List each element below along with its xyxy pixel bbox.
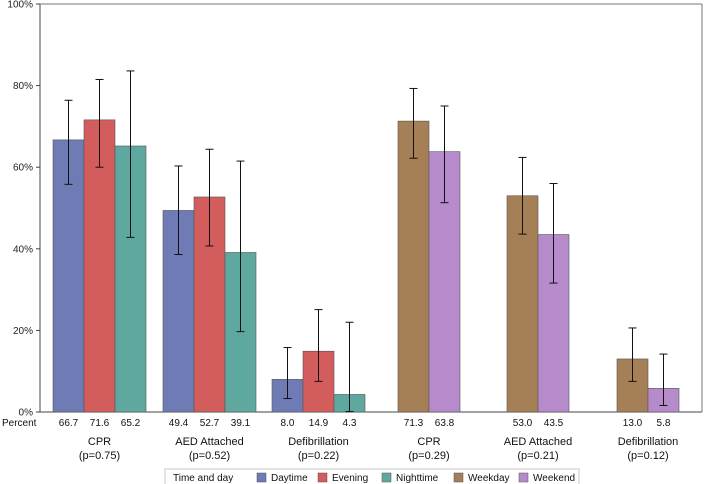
bar-cpr-evening — [83, 119, 116, 413]
value-label-defibrillation-weekday: 13.0 — [623, 418, 643, 429]
category-label: CPR — [417, 436, 440, 448]
y-tick-label: 20% — [13, 326, 33, 337]
category-pvalue: (p=0.75) — [79, 450, 120, 462]
value-label-cpr-weekend: 63.8 — [435, 418, 455, 429]
legend-label-weekend: Weekend — [533, 473, 575, 484]
y-tick-label: 100% — [7, 0, 33, 11]
legend: Time and day Daytime Evening Nighttime Weekd… — [164, 468, 580, 484]
category-label: Defibrillation — [288, 436, 349, 448]
category-label: AED Attached — [175, 436, 244, 448]
value-label-cpr-daytime: 66.7 — [59, 418, 79, 429]
legend-label-daytime: Daytime — [271, 473, 308, 484]
legend-label-evening: Evening — [332, 473, 368, 484]
category-labels: CPR (p=0.75) AED Attached (p=0.52) Defibrill… — [79, 436, 678, 462]
bar-cpr-daytime — [52, 139, 85, 413]
category-pvalue: (p=0.21) — [517, 450, 558, 462]
value-label-aed-attached-nighttime: 39.1 — [231, 418, 251, 429]
value-label-cpr-nighttime: 65.2 — [121, 418, 141, 429]
bars — [52, 119, 680, 413]
category-label: CPR — [88, 436, 111, 448]
value-label-cpr-evening: 71.6 — [90, 418, 110, 429]
category-pvalue: (p=0.12) — [627, 450, 668, 462]
y-tick-label: 80% — [13, 81, 33, 92]
legend-swatch-evening — [317, 472, 328, 483]
value-label-aed-attached-evening: 52.7 — [200, 418, 220, 429]
legend-swatch-nighttime — [381, 472, 392, 483]
value-label-defibrillation-evening: 14.9 — [309, 418, 329, 429]
category-label: AED Attached — [504, 436, 573, 448]
y-axis: 0% 20% 40% 60% 80% 100% — [7, 0, 703, 419]
value-label-defibrillation-nighttime: 4.3 — [343, 418, 357, 429]
value-label-defibrillation-weekend: 5.8 — [657, 418, 671, 429]
value-label-cpr-weekday: 71.3 — [404, 418, 424, 429]
legend-box — [164, 468, 580, 484]
category-pvalue: (p=0.29) — [408, 450, 449, 462]
value-labels: Percent 66.7 71.6 65.2 49.4 52.7 39.1 8.0 14.9 4.… — [2, 418, 671, 429]
category-pvalue: (p=0.22) — [298, 450, 339, 462]
legend-label-nighttime: Nighttime — [396, 473, 439, 484]
value-label-aed-attached-daytime: 49.4 — [169, 418, 189, 429]
bar-cpr-weekday — [397, 120, 430, 413]
y-tick-label: 40% — [13, 244, 33, 255]
percent-row-label: Percent — [2, 418, 37, 429]
y-tick-label: 0% — [19, 408, 34, 419]
legend-swatch-weekend — [518, 472, 529, 483]
y-tick-label: 60% — [13, 163, 33, 174]
value-label-defibrillation-daytime: 8.0 — [281, 418, 295, 429]
category-label: Defibrillation — [618, 436, 679, 448]
category-pvalue: (p=0.52) — [189, 450, 230, 462]
legend-swatch-daytime — [256, 472, 267, 483]
legend-label-weekday: Weekday — [468, 473, 510, 484]
value-label-aed-attached-weekday: 53.0 — [513, 418, 533, 429]
error-bars — [64, 70, 668, 413]
legend-swatch-weekday — [453, 472, 464, 483]
legend-title: Time and day — [173, 473, 233, 484]
value-label-aed-attached-weekend: 43.5 — [544, 418, 564, 429]
